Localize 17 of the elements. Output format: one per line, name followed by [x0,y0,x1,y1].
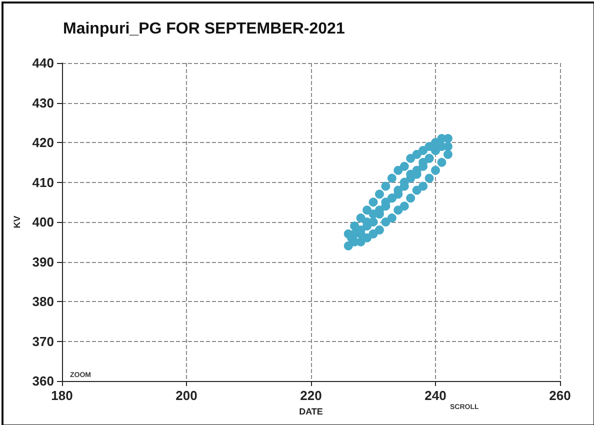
y-tick-label: 420 [32,135,54,150]
chart-title: Mainpuri_PG FOR SEPTEMBER-2021 [63,20,345,38]
y-tick-label: 400 [32,214,54,230]
x-tick-label: 260 [549,388,571,403]
y-tick-label: 440 [32,56,54,70]
y-tick-label: 360 [32,374,54,388]
y-tick-label: 410 [32,174,54,190]
x-tick-label: 240 [424,388,446,403]
y-tick-label: 430 [32,95,54,110]
x-tick-label: 220 [300,388,322,403]
x-tick-label: 180 [51,388,73,403]
x-tick-label: 200 [176,388,198,403]
x-axis-title: DATE [299,406,323,416]
y-axis-title: KV [12,216,22,228]
y-tick-label: 380 [32,294,54,309]
y-tick-label: 370 [32,334,54,349]
y-tick-label: 390 [32,254,54,270]
